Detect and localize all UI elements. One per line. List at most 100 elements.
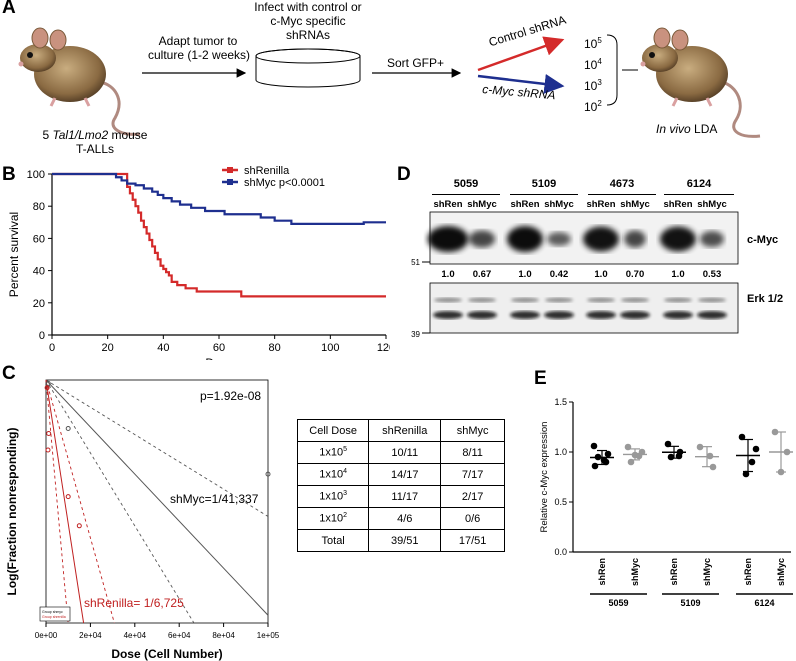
lda-caption: In vivo LDA [656,122,718,136]
lane-label: shMyc [467,199,497,210]
table-cell: 7/17 [440,463,505,486]
blot-label-cmyc: c-Myc [747,234,778,246]
panel-e-label: E [534,368,547,389]
data-point [777,468,785,476]
band-cmyc [547,232,571,246]
expression-chart: 0.0 0.5 1.0 1.5 Relative c-Myc expression shR… [539,397,793,608]
group-label: shRen [743,558,753,586]
band-erk-lower [433,311,463,319]
band-cmyc [624,230,646,248]
y-tick-label: 0.5 [554,497,567,507]
band-erk-lower [620,311,650,319]
table-row: 1x103 11/17 2/17 [296,485,505,508]
table-row: 1x105 10/11 8/11 [296,441,505,464]
sample-underline [664,194,734,195]
group-label: shMyc [776,558,786,586]
data-point-shrenilla [46,430,52,436]
band-erk-upper [511,297,539,303]
data-point [627,458,635,466]
table-cell: 17/51 [440,529,505,552]
band-erk-lower [510,311,540,319]
band-erk-upper [545,297,573,303]
dose-table: Cell Dose shRenilla shMyc 1x105 10/11 8/11 1x1… [296,419,505,552]
dose-item: 104 [584,57,602,72]
step-sort-gfp: Sort GFP+ [387,56,445,70]
sample-label: 5109 [680,598,700,608]
band-quantification: 1.0 [441,269,454,280]
group-label: shRen [669,558,679,586]
annotation-shrenilla: shRenilla= 1/6,725 [84,596,184,610]
sample-label: 6124 [686,178,712,190]
blot-erk-box [429,282,739,334]
data-point [635,452,643,460]
lane-label: shRen [510,199,540,210]
ci-line-shrenilla [45,379,69,624]
table-row: Total 39/51 17/51 [296,529,505,552]
lane-label: shMyc [544,199,574,210]
sample-label: 4673 [609,178,635,190]
sample-underline [588,194,656,195]
legend-box [39,606,71,622]
panel-a-diagram [18,27,761,138]
data-point-shmyc [265,471,271,477]
data-point [742,470,750,478]
mw-marker: 39 [411,330,420,339]
data-point-shrenilla [76,523,82,529]
x-tick-label: 0e+00 [35,631,58,640]
mw-marker: 51 [411,258,420,267]
data-point [667,453,675,461]
band-erk-upper [434,297,462,303]
x-tick-label: 120 [377,342,390,354]
band-erk-upper [698,297,726,303]
data-point [675,452,683,460]
table-cell: 1x102 [296,507,370,530]
data-point [594,453,602,461]
data-point [664,440,672,448]
table-cell: 14/17 [368,463,442,486]
step-infect-shrna: Infect with control or c-Myc specific shRN… [254,0,362,42]
sample-underline [510,194,578,195]
series-line-shmyc [45,379,269,616]
table-cell: 11/17 [368,485,442,508]
mouse-image-right [640,27,761,138]
legend-label: shMyc p<0.0001 [244,177,325,189]
ci-line-shrenilla [45,379,115,624]
culture-dish [255,48,361,88]
step-adapt-tumor: Adapt tumor to culture (1-2 weeks) [148,34,251,62]
table-cell: 1x104 [296,463,370,486]
data-point [752,445,760,453]
band-cmyc [468,230,496,248]
sample-label: 6124 [754,598,774,608]
band-erk-upper [621,297,649,303]
table-row: 1x102 4/6 0/6 [296,507,505,530]
group-label: shMyc [702,558,712,586]
band-erk-lower [467,311,497,319]
legend-marker [227,167,233,173]
band-cmyc [427,226,469,252]
data-point [604,450,612,458]
data-point-shmyc [65,425,71,431]
lane-label: shRen [663,199,693,210]
blot-label-erk: Erk 1/2 [747,293,783,305]
table-cell: 4/6 [368,507,442,530]
dose-bracket [606,34,618,106]
data-point [624,443,632,451]
data-point-shmyc [45,380,51,386]
mouse-image-left [18,27,141,136]
table-header-cell: shRenilla [368,419,442,442]
y-tick-label: 100 [27,169,45,181]
mouse-caption: 5 Tal1/Lmo2 mouse T-ALLs [42,128,148,156]
band-cmyc [660,226,696,252]
band-erk-lower [544,311,574,319]
x-tick-label: 40 [157,342,169,354]
table-cell: 2/17 [440,485,505,508]
band-erk-lower [697,311,727,319]
band-quantification: 0.70 [626,269,645,280]
western-blot-panel: 5059 5109 4673 6124 shRen shMyc shRen shMyc shRe… [400,170,796,350]
lane-label: shRen [433,199,463,210]
table-cell: Total [296,529,370,552]
sample-label: 5109 [531,178,557,190]
dose-item: 102 [584,99,602,114]
y-tick-label: 1.5 [554,397,567,407]
lda-chart: 0e+00 2e+04 4e+04 6e+04 8e+04 1e+05 Dose (Cell… [5,379,280,661]
